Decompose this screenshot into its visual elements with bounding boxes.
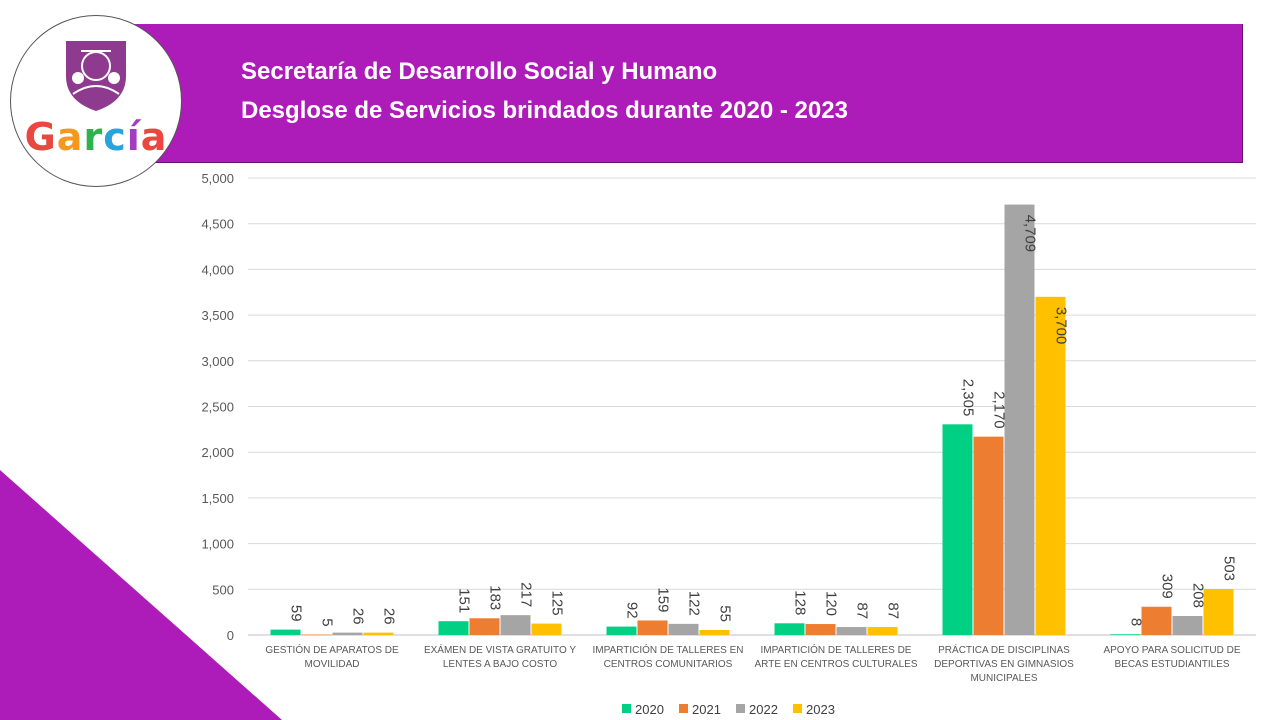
legend-label: 2021 [692, 702, 721, 717]
data-label: 151 [456, 588, 473, 613]
x-tick-label: IMPARTICIÓN DE TALLERES EN [593, 643, 744, 656]
data-label: 309 [1159, 574, 1176, 599]
x-tick-label: BECAS ESTUDIANTILES [1114, 659, 1229, 670]
bar-2023 [699, 629, 730, 635]
x-tick-label: LENTES A BAJO COSTO [443, 659, 558, 670]
page-title: Secretaría de Desarrollo Social y Humano [241, 58, 718, 85]
data-label: 55 [717, 605, 734, 622]
bar-2021 [301, 634, 332, 636]
x-tick-label: APOYO PARA SOLICITUD DE [1103, 645, 1240, 656]
legend-label: 2022 [749, 702, 778, 717]
bar-2021 [973, 436, 1004, 635]
corner-triangle-shape [0, 470, 282, 720]
data-label: 2,170 [991, 391, 1008, 429]
x-tick-label: CENTROS COMUNITARIOS [604, 659, 733, 670]
y-tick-label: 1,500 [201, 491, 234, 506]
logo-letter: a [140, 115, 168, 159]
data-label: 503 [1221, 556, 1238, 581]
bar-2022 [500, 615, 531, 635]
data-label: 87 [854, 602, 871, 619]
data-label: 26 [350, 608, 367, 625]
data-label: 2,305 [960, 379, 977, 417]
bar-2020 [438, 621, 469, 635]
bar-2021 [469, 618, 500, 635]
legend-label: 2023 [806, 702, 835, 717]
y-tick-label: 5,000 [201, 171, 234, 186]
y-tick-label: 0 [227, 628, 234, 643]
bar-2020 [606, 626, 637, 635]
bar-2023 [531, 623, 562, 635]
logo-wordmark: García [11, 115, 181, 159]
data-label: 59 [288, 605, 305, 622]
data-label: 122 [686, 591, 703, 616]
data-label: 120 [823, 591, 840, 616]
y-tick-label: 2,000 [201, 445, 234, 460]
legend-swatch-2020 [622, 704, 631, 713]
logo-letter: í [126, 115, 141, 159]
header-band [130, 24, 1243, 163]
legend-swatch-2022 [736, 704, 745, 713]
bar-2022 [332, 632, 363, 635]
x-tick-label: EXÁMEN DE VISTA GRATUITO Y [424, 643, 576, 656]
logo-letter: r [83, 115, 104, 159]
bar-2021 [1141, 606, 1172, 635]
y-tick-label: 2,500 [201, 400, 234, 415]
bar-2022 [836, 627, 867, 635]
y-tick-label: 1,000 [201, 537, 234, 552]
bar-2020 [942, 424, 973, 635]
legend-swatch-2023 [793, 704, 802, 713]
bar-2023 [1203, 589, 1234, 635]
data-label: 128 [792, 590, 809, 615]
bar-2021 [805, 624, 836, 635]
y-tick-label: 4,000 [201, 262, 234, 277]
bar-2021 [637, 620, 668, 635]
x-tick-label: GESTIÓN DE APARATOS DE [265, 643, 399, 656]
bar-2023 [363, 632, 394, 635]
logo-letter: a [56, 115, 84, 159]
x-tick-label: MOVILIDAD [304, 659, 359, 670]
x-tick-label: DEPORTIVAS EN GIMNASIOS [934, 659, 1074, 670]
x-tick-label: MUNICIPALES [970, 673, 1037, 684]
data-label: 125 [549, 591, 566, 616]
data-label: 217 [518, 582, 535, 607]
data-label: 26 [381, 608, 398, 625]
shield-icon [66, 41, 126, 111]
bar-2022 [1004, 204, 1035, 635]
logo: García [10, 15, 182, 187]
bar-2020 [270, 629, 301, 635]
y-tick-label: 3,000 [201, 354, 234, 369]
bar-2023 [1035, 296, 1066, 635]
data-label: 208 [1190, 583, 1207, 608]
data-label: 4,709 [1022, 215, 1039, 253]
bar-2022 [668, 623, 699, 635]
data-label: 5 [319, 618, 336, 626]
data-label: 183 [487, 585, 504, 610]
data-label: 92 [624, 602, 641, 619]
legend-label: 2020 [635, 702, 664, 717]
y-tick-label: 3,500 [201, 308, 234, 323]
page-subtitle: Desglose de Servicios brindados durante … [241, 97, 848, 124]
x-tick-label: ARTE EN CENTROS CULTURALES [755, 659, 918, 670]
data-label: 8 [1128, 618, 1145, 626]
bar-2022 [1172, 615, 1203, 635]
y-tick-label: 4,500 [201, 217, 234, 232]
bar-2023 [867, 627, 898, 635]
bar-2020 [774, 623, 805, 635]
x-tick-label: IMPARTICIÓN DE TALLERES DE [761, 643, 912, 656]
data-label: 87 [885, 602, 902, 619]
logo-letter: c [103, 115, 127, 159]
y-tick-label: 500 [212, 582, 234, 597]
bar-2020 [1110, 634, 1141, 635]
data-label: 3,700 [1053, 307, 1070, 345]
data-label: 159 [655, 587, 672, 612]
x-tick-label: PRÁCTICA DE DISCIPLINAS [938, 643, 1070, 656]
logo-letter: G [24, 115, 57, 159]
legend-swatch-2021 [679, 704, 688, 713]
